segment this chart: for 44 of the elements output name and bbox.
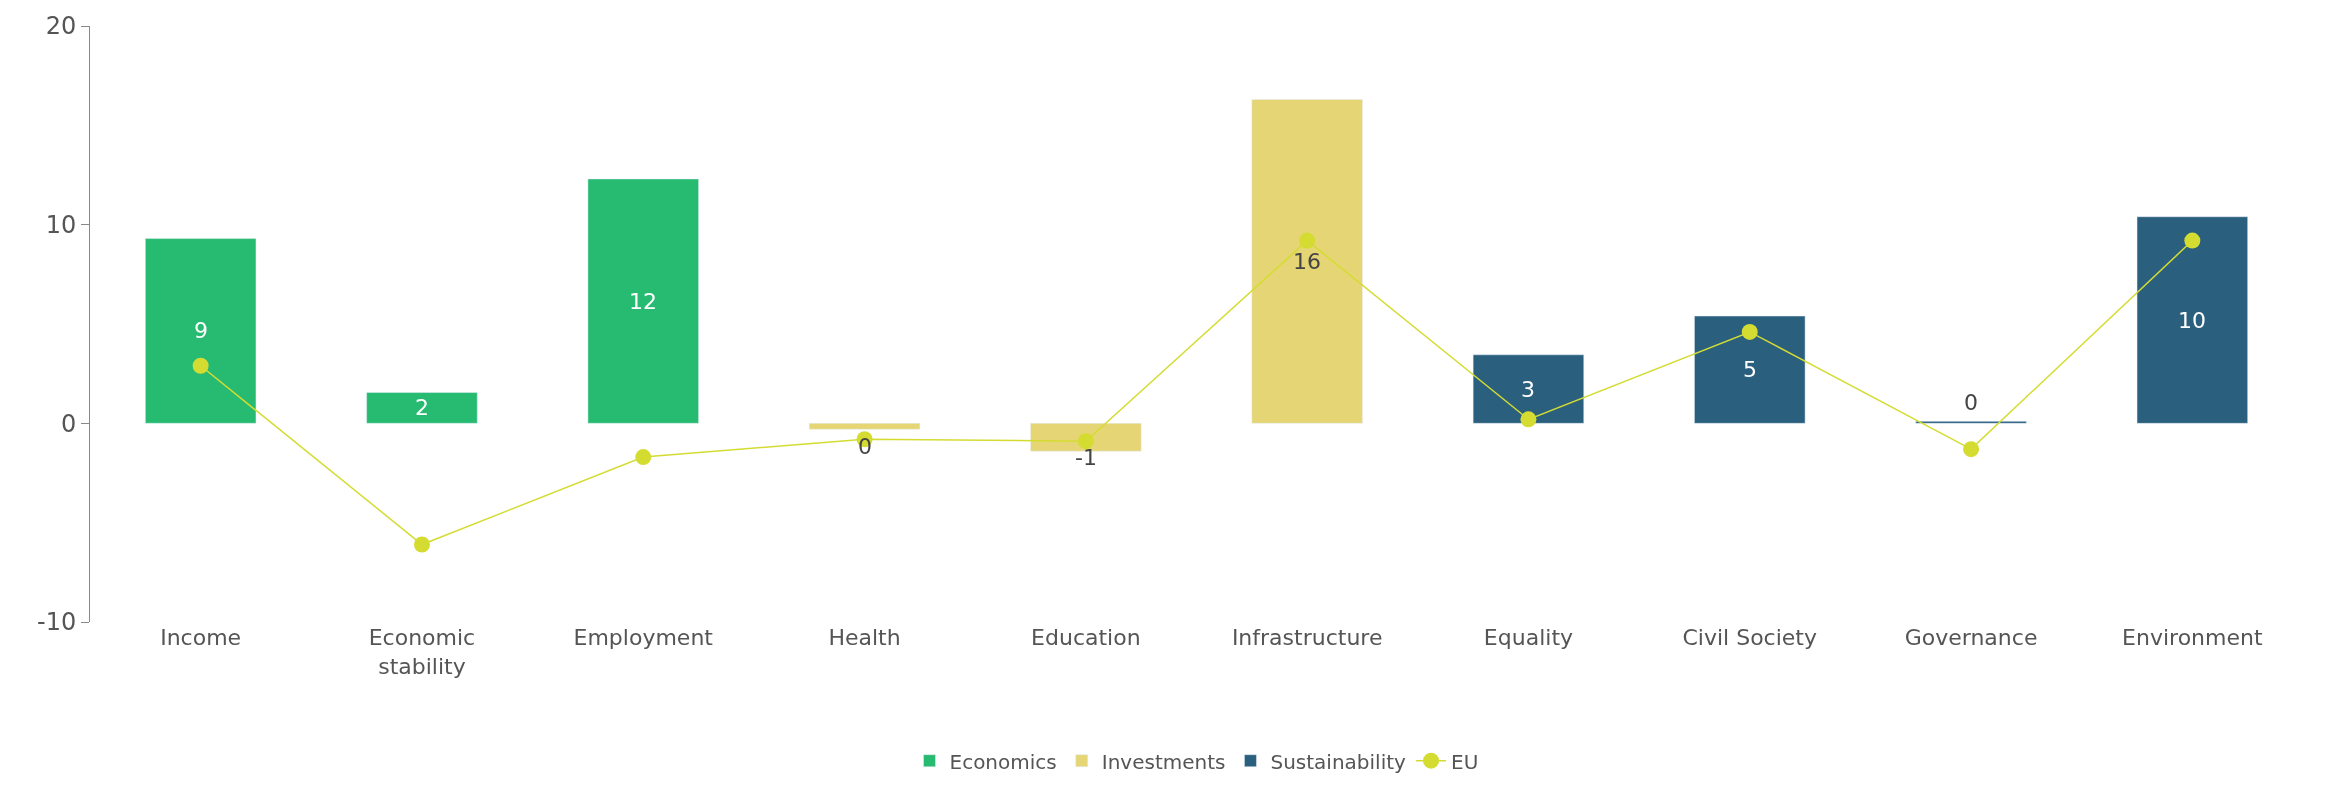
point xyxy=(1077,433,1094,450)
data-label: -1 xyxy=(1075,445,1097,470)
y-tick-label: 10 xyxy=(45,211,77,240)
point xyxy=(1520,411,1537,428)
point xyxy=(1963,441,1980,458)
x-tick-label: Education xyxy=(1031,625,1141,650)
bar xyxy=(145,238,257,424)
y-tick-label: 0 xyxy=(60,409,77,438)
x-tick-label: Environment xyxy=(2122,625,2263,650)
bar xyxy=(587,178,699,424)
x-tick-label: Employment xyxy=(573,625,714,650)
bar xyxy=(1694,315,1806,424)
data-label: 12 xyxy=(629,289,657,314)
x-tick-label: Income xyxy=(160,625,242,650)
bar xyxy=(808,423,921,430)
legend-label: EU xyxy=(1451,749,1479,774)
y-tick-label: -10 xyxy=(37,608,77,637)
bar xyxy=(366,392,478,424)
point xyxy=(2184,232,2201,249)
data-label: 3 xyxy=(1521,377,1535,402)
x-tick-label: Equality xyxy=(1483,625,1574,650)
x-tick-label: Infrastructure xyxy=(1231,625,1383,650)
bar xyxy=(1251,99,1363,424)
x-tick-label: Civil Society xyxy=(1682,625,1818,650)
bar xyxy=(2136,216,2248,424)
data-label: 10 xyxy=(2178,308,2206,333)
x-tick-label: Economic stability xyxy=(368,625,476,679)
legend-label: Investments xyxy=(1101,749,1226,774)
point xyxy=(192,357,209,374)
data-label: 5 xyxy=(1743,357,1757,382)
x-tick-label: Health xyxy=(828,625,901,650)
point xyxy=(1741,323,1758,340)
point xyxy=(635,449,652,466)
bar xyxy=(1472,354,1585,424)
data-label: 9 xyxy=(194,318,208,343)
data-label: 16 xyxy=(1293,249,1321,274)
point xyxy=(413,536,430,553)
data-label: 0 xyxy=(1964,390,1978,415)
data-label: 2 xyxy=(415,395,429,420)
x-tick-label: Governance xyxy=(1904,625,2038,650)
legend-label: Sustainability xyxy=(1270,749,1407,774)
y-tick-label: 20 xyxy=(45,12,77,41)
legend-label: Economics xyxy=(949,749,1057,774)
point xyxy=(1299,232,1316,249)
